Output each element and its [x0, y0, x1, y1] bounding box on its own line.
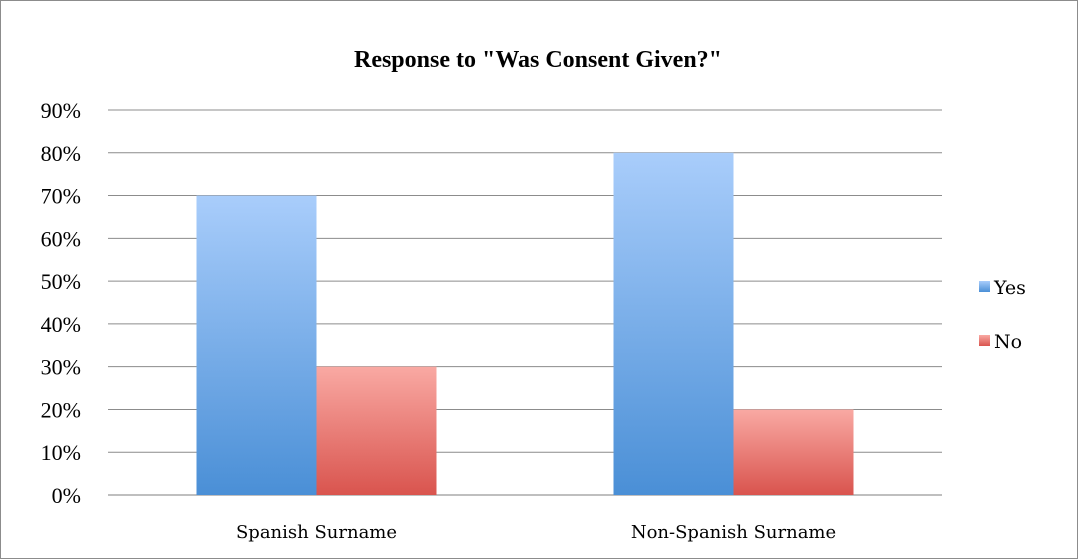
- legend: Yes No: [979, 277, 1026, 353]
- y-tick-label: 60%: [41, 226, 81, 251]
- bar-yes-0: [196, 195, 317, 496]
- y-tick-label: 20%: [41, 397, 81, 422]
- x-category-label: Spanish Surname: [236, 522, 397, 543]
- legend-label-yes: Yes: [993, 277, 1026, 299]
- chart-title: Response to "Was Consent Given?": [354, 47, 722, 73]
- y-axis-ticks: 0% 10% 20% 30% 40% 50% 60% 70% 80% 90%: [41, 98, 81, 508]
- y-tick-label: 40%: [41, 312, 81, 337]
- x-axis-categories: Spanish Surname Non-Spanish Surname: [236, 522, 836, 543]
- x-category-label: Non-Spanish Surname: [631, 522, 836, 543]
- bars: [196, 152, 854, 496]
- legend-swatch-no: [979, 335, 990, 346]
- legend-label-no: No: [994, 331, 1022, 353]
- bar-yes-1: [613, 152, 734, 495]
- y-tick-label: 80%: [41, 141, 81, 166]
- y-tick-label: 0%: [52, 483, 81, 508]
- bar-no-0: [316, 366, 437, 495]
- y-tick-label: 10%: [41, 440, 81, 465]
- y-tick-label: 90%: [41, 98, 81, 123]
- bar-no-1: [733, 409, 854, 495]
- y-tick-label: 70%: [41, 184, 81, 209]
- legend-swatch-yes: [979, 281, 990, 292]
- y-tick-label: 30%: [41, 355, 81, 380]
- y-tick-label: 50%: [41, 269, 81, 294]
